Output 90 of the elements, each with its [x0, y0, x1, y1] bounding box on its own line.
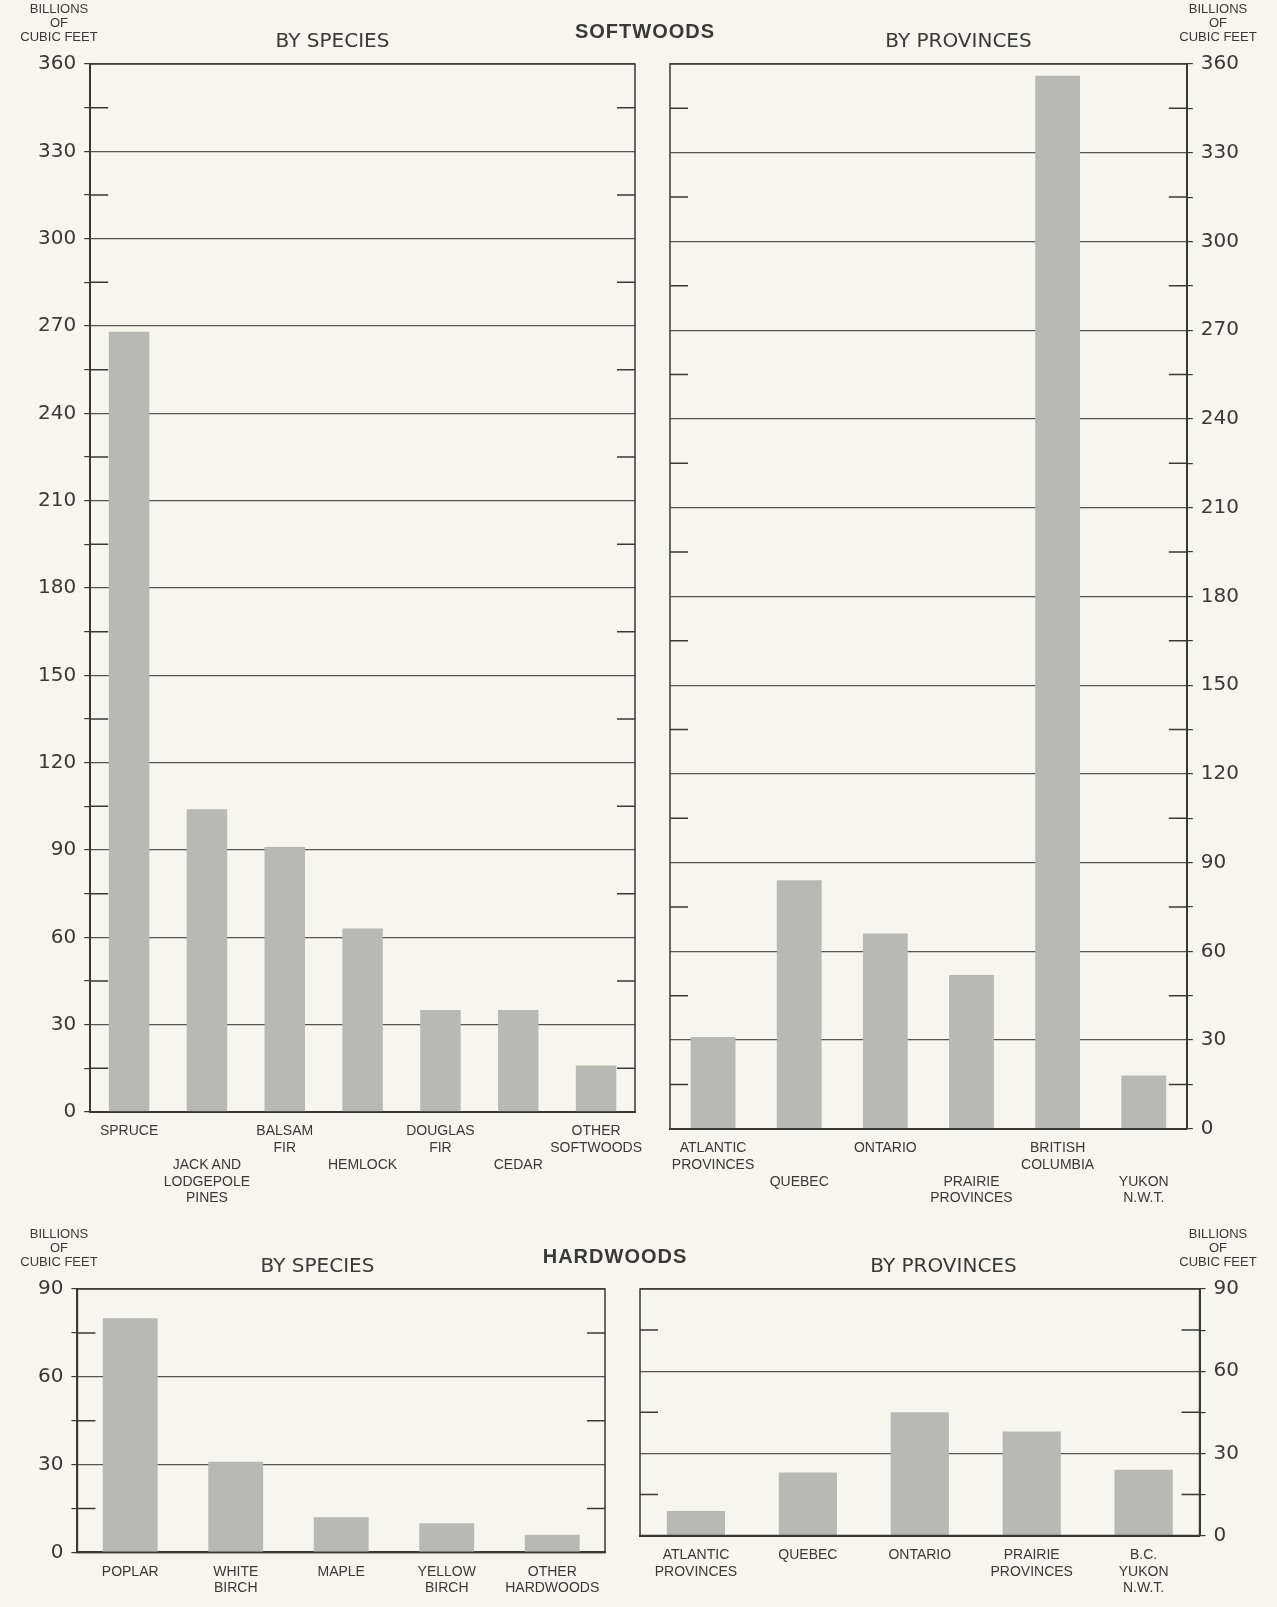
y-tick-label: 60	[38, 1363, 64, 1387]
x-tick-label: JACK AND LODGEPOLE PINES	[163, 1155, 251, 1206]
bar	[1002, 1431, 1061, 1535]
x-tick-label: BALSAM FIR	[256, 1122, 314, 1156]
x-tick-label: OTHER SOFTWOODS	[550, 1122, 642, 1156]
y-tick-label: 330	[37, 137, 77, 162]
y-tick-label: 60	[50, 923, 77, 948]
bar	[313, 1517, 369, 1552]
y2-tick-label: 240	[1200, 405, 1240, 430]
bar	[498, 1010, 539, 1112]
bar	[1114, 1469, 1173, 1535]
y-tick-label: 90	[50, 836, 77, 861]
x-tick-label: QUEBEC	[769, 1172, 829, 1189]
y2-axis-title: BILLIONS OF CUBIC FEET	[1178, 1226, 1258, 1269]
y-tick-label: 240	[37, 399, 77, 424]
y2-tick-label: 300	[1200, 227, 1240, 252]
y2-tick-label: 330	[1200, 138, 1240, 163]
bar	[419, 1523, 475, 1552]
text: HARDWOODS	[542, 1245, 688, 1268]
y-axis-title: BILLIONS OF CUBIC FEET	[19, 1, 99, 44]
bar	[1121, 1075, 1167, 1129]
bar	[524, 1534, 580, 1552]
y-tick-label: 300	[37, 224, 77, 249]
y-axis-title: BILLIONS OF CUBIC FEET	[19, 1226, 99, 1269]
x-tick-label: MAPLE	[317, 1562, 365, 1579]
chart-title: BY SPECIES	[260, 1253, 375, 1278]
x-tick-label: CEDAR	[493, 1155, 543, 1172]
bar	[949, 975, 994, 1129]
y2-tick-label: 120	[1200, 760, 1240, 785]
y2-tick-label: 30	[1213, 1439, 1239, 1464]
y-tick-label: 270	[37, 312, 77, 337]
x-tick-label: WHITE BIRCH	[213, 1562, 259, 1596]
bar	[102, 1318, 158, 1552]
y2-tick-label: 210	[1200, 493, 1240, 518]
x-tick-label: QUEBEC	[778, 1545, 838, 1562]
x-tick-label: B.C. YUKON N.W.T.	[1118, 1545, 1169, 1596]
y-tick-label: 360	[37, 50, 77, 75]
x-tick-label: YUKON N.W.T.	[1118, 1172, 1169, 1206]
bar	[776, 880, 822, 1129]
y2-tick-label: 180	[1200, 582, 1240, 607]
bar	[575, 1065, 617, 1112]
x-tick-label: PRAIRIE PROVINCES	[930, 1172, 1013, 1206]
y2-axis-title: BILLIONS OF CUBIC FEET	[1178, 1, 1258, 44]
y-tick-label: 0	[50, 1538, 64, 1563]
chart-title: BY PROVINCES	[870, 1253, 1017, 1278]
bar	[862, 933, 908, 1129]
y-tick-label: 30	[38, 1450, 64, 1475]
y2-tick-label: 90	[1213, 1275, 1239, 1300]
y2-tick-label: 60	[1200, 937, 1227, 962]
x-tick-label: BRITISH COLUMBIA	[1021, 1139, 1095, 1172]
chart-title: BY PROVINCES	[885, 28, 1032, 53]
x-tick-label: YELLOW BIRCH	[417, 1562, 477, 1596]
y2-tick-label: 360	[1200, 50, 1240, 75]
y-tick-label: 120	[37, 748, 77, 773]
bar	[1035, 75, 1081, 1129]
y-tick-label: 210	[37, 486, 77, 511]
bar	[690, 1037, 736, 1129]
x-tick-label: SPRUCE	[99, 1122, 159, 1139]
y-tick-label: 180	[37, 574, 77, 599]
bar	[108, 331, 150, 1112]
bar	[186, 809, 228, 1112]
x-tick-label: HEMLOCK	[327, 1155, 398, 1172]
y2-tick-label: 90	[1200, 848, 1227, 873]
bar	[778, 1472, 837, 1535]
y2-tick-label: 60	[1213, 1357, 1239, 1382]
y2-tick-label: 0	[1213, 1521, 1227, 1546]
bar	[420, 1010, 461, 1112]
chart-title: BY SPECIES	[275, 28, 390, 53]
y2-tick-label: 270	[1200, 316, 1240, 341]
x-tick-label: ONTARIO	[888, 1545, 952, 1562]
y-tick-label: 90	[38, 1275, 64, 1300]
y-tick-label: 0	[63, 1098, 77, 1123]
x-tick-label: ATLANTIC PROVINCES	[654, 1545, 738, 1579]
y2-tick-label: 30	[1200, 1026, 1227, 1051]
x-tick-label: ATLANTIC PROVINCES	[671, 1139, 755, 1172]
bar	[890, 1412, 949, 1535]
bar	[342, 928, 383, 1112]
x-tick-label: OTHER HARDWOODS	[505, 1562, 600, 1596]
y-tick-label: 150	[37, 661, 77, 686]
x-tick-label: ONTARIO	[853, 1139, 917, 1156]
y2-tick-label: 0	[1200, 1115, 1214, 1139]
bar	[264, 847, 305, 1112]
y-tick-label: 30	[50, 1010, 77, 1035]
x-tick-label: DOUGLAS FIR	[406, 1122, 475, 1156]
x-tick-label: POPLAR	[101, 1562, 159, 1579]
y2-tick-label: 150	[1200, 671, 1240, 696]
text: SOFTWOODS	[574, 20, 716, 43]
bar	[208, 1461, 264, 1552]
x-tick-label: PRAIRIE PROVINCES	[990, 1545, 1073, 1579]
bar	[666, 1510, 726, 1535]
